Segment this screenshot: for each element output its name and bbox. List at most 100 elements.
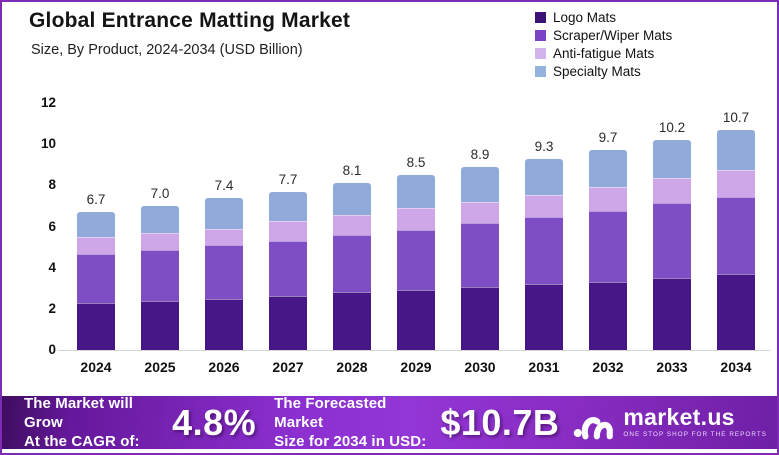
bar-total-label: 8.9 — [470, 146, 490, 162]
bar-segment — [205, 197, 243, 229]
x-tick-label: 2031 — [528, 359, 560, 375]
bar-segment — [589, 211, 627, 283]
bar-segment — [269, 221, 307, 241]
bar-segment — [333, 215, 371, 235]
legend-swatch-icon — [535, 30, 546, 41]
legend-item: Logo Mats — [535, 10, 672, 25]
bar-segment — [589, 150, 627, 188]
bar-segment — [397, 229, 435, 291]
bar-column: 7.7 — [256, 98, 320, 350]
bar-total-label: 7.4 — [214, 177, 234, 193]
legend-label: Specialty Mats — [553, 64, 641, 79]
x-tick-label: 2034 — [720, 359, 752, 375]
y-tick-label: 4 — [48, 259, 56, 275]
bar-segment — [205, 245, 243, 299]
stacked-bar — [141, 205, 179, 350]
bar-plot: 6.7 7.0 7.4 7.7 8.1 8.5 8.9 9.3 9.7 10.2 10.7 — [64, 98, 768, 350]
bar-segment — [653, 140, 691, 179]
legend-item: Anti-fatigue Mats — [535, 46, 672, 61]
bar-segment — [77, 236, 115, 255]
y-tick-label: 2 — [48, 300, 56, 316]
bar-segment — [333, 292, 371, 350]
bar-total-label: 7.7 — [278, 171, 298, 187]
x-tick-label: 2027 — [272, 359, 304, 375]
bar-segment — [525, 217, 563, 285]
stacked-bar — [461, 166, 499, 350]
x-tick-label: 2026 — [208, 359, 240, 375]
legend-swatch-icon — [535, 48, 546, 59]
stacked-bar — [205, 197, 243, 350]
bar-segment — [589, 282, 627, 350]
x-tick-label: 2030 — [464, 359, 496, 375]
bar-total-label: 8.1 — [342, 163, 362, 179]
bar-column: 8.9 — [448, 98, 512, 350]
brand-tagline: ONE STOP SHOP FOR THE REPORTS — [623, 431, 767, 439]
bar-segment — [333, 183, 371, 216]
legend-swatch-icon — [535, 66, 546, 77]
bar-segment — [717, 196, 755, 274]
forecast-label: The Forecasted Market Size for 2034 in U… — [274, 394, 427, 451]
stacked-bar — [717, 129, 755, 350]
legend-item: Specialty Mats — [535, 64, 672, 79]
bar-segment — [205, 228, 243, 246]
brand-text: market.us ONE STOP SHOP FOR THE REPORTS — [623, 406, 767, 438]
bar-segment — [653, 178, 691, 203]
y-tick-label: 0 — [48, 342, 56, 357]
bar-segment — [269, 296, 307, 350]
legend-item: Scraper/Wiper Mats — [535, 28, 672, 43]
bar-segment — [717, 169, 755, 197]
bar-segment — [461, 287, 499, 350]
bar-segment — [77, 302, 115, 350]
bar-segment — [397, 175, 435, 208]
bar-segment — [653, 277, 691, 350]
bar-segment — [141, 232, 179, 251]
bar-column: 8.5 — [384, 98, 448, 350]
stacked-bar — [77, 212, 115, 350]
x-axis-labels: 2024 2025 2026 2027 2028 2029 2030 2031 2032 2033… — [64, 359, 768, 375]
bar-column: 6.7 — [64, 98, 128, 350]
bar-segment — [77, 254, 115, 303]
x-tick-label: 2024 — [80, 359, 112, 375]
bar-segment — [461, 166, 499, 202]
x-axis-line — [58, 350, 770, 351]
x-tick-label: 2028 — [336, 359, 368, 375]
x-tick-label: 2032 — [592, 359, 624, 375]
page-subtitle: Size, By Product, 2024-2034 (USD Billion… — [31, 42, 303, 58]
bar-segment — [141, 205, 179, 233]
bar-segment — [205, 298, 243, 350]
bar-segment — [525, 158, 563, 195]
bar-segment — [269, 240, 307, 297]
bar-total-label: 9.7 — [598, 130, 618, 146]
bar-segment — [141, 300, 179, 350]
legend-label: Scraper/Wiper Mats — [553, 28, 673, 43]
bar-segment — [461, 201, 499, 224]
bar-total-label: 9.3 — [534, 138, 554, 154]
cagr-label: The Market will Grow At the CAGR of: — [24, 394, 140, 451]
bar-segment — [77, 212, 115, 237]
y-tick-label: 12 — [40, 95, 56, 110]
y-tick-label: 8 — [48, 177, 56, 193]
bar-total-label: 7.0 — [150, 185, 170, 201]
bar-segment — [141, 250, 179, 301]
bar-segment — [589, 187, 627, 212]
y-tick-label: 6 — [48, 218, 56, 234]
bar-segment — [525, 194, 563, 218]
stacked-bar — [269, 191, 307, 350]
legend-label: Anti-fatigue Mats — [553, 46, 655, 61]
chart-legend: Logo Mats Scraper/Wiper Mats Anti-fatigue … — [535, 10, 672, 82]
legend-swatch-icon — [535, 12, 546, 23]
bar-column: 10.7 — [704, 98, 768, 350]
y-tick-label: 10 — [40, 136, 56, 152]
bar-column: 7.0 — [128, 98, 192, 350]
bar-total-label: 6.7 — [86, 192, 106, 208]
bar-total-label: 10.7 — [722, 109, 750, 125]
forecast-value: $10.7B — [440, 401, 560, 443]
bar-total-label: 10.2 — [658, 120, 686, 136]
stacked-bar — [589, 150, 627, 350]
brand-name: market.us — [623, 404, 735, 431]
bar-total-label: 8.5 — [406, 155, 426, 171]
bar-column: 7.4 — [192, 98, 256, 350]
stacked-bar — [333, 183, 371, 350]
bar-segment — [397, 290, 435, 350]
